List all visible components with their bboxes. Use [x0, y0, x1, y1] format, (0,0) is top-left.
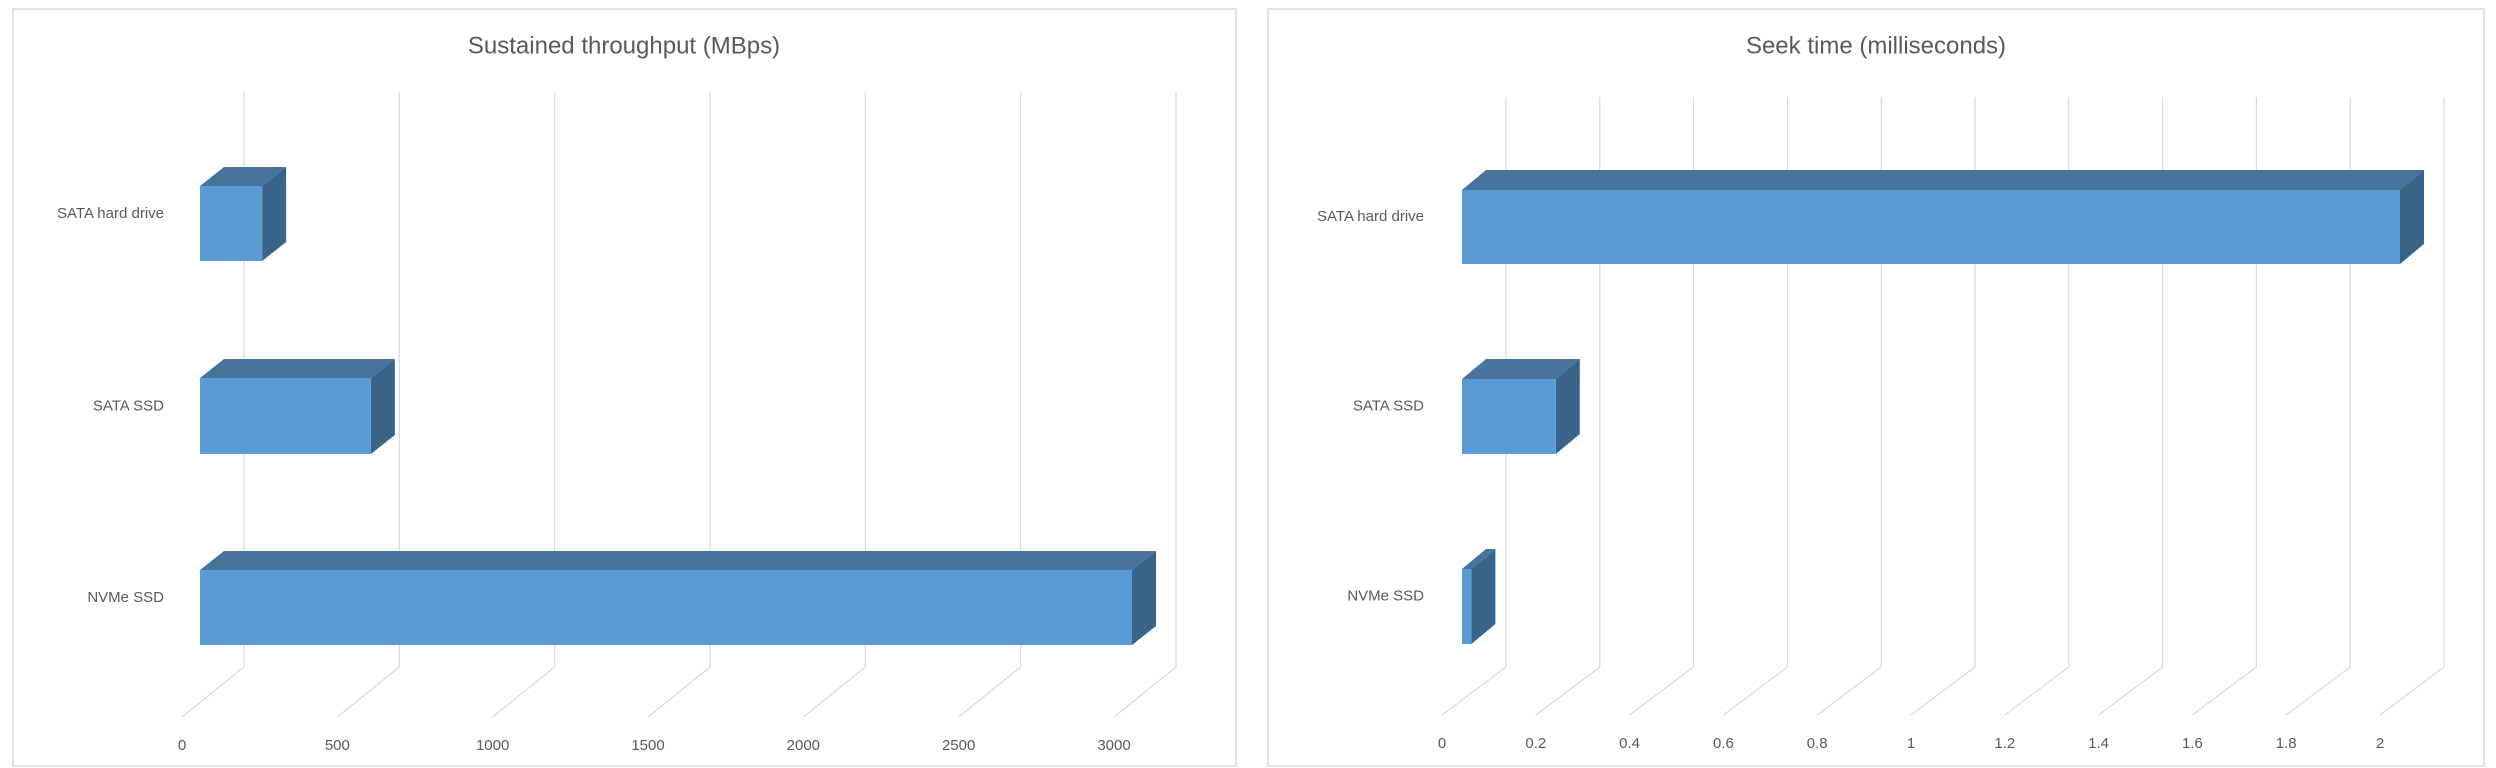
- chart-1: Sustained throughput (MBps) 0 500 1000 1500 2…: [12, 8, 1237, 767]
- chart-area: [12, 8, 1237, 767]
- gridline-floor: [647, 666, 711, 718]
- x-tick-label: 1500: [631, 737, 664, 754]
- gridline-floor: [181, 666, 245, 718]
- gridline-floor: [2004, 666, 2070, 716]
- bar: [200, 551, 1156, 645]
- bar-side-face: [1555, 359, 1580, 454]
- gridline-floor: [1535, 666, 1601, 716]
- category-label: NVMe SSD: [87, 589, 164, 606]
- x-tick-label: 1.4: [2088, 735, 2109, 752]
- x-tick-label: 0.2: [1525, 735, 1546, 752]
- x-tick-label: 2: [2376, 735, 2384, 752]
- x-tick-label: 500: [325, 737, 350, 754]
- category-label: SATA SSD: [1353, 397, 1424, 414]
- x-tick-label: 0.4: [1619, 735, 1640, 752]
- x-tick-label: 1: [1907, 735, 1915, 752]
- x-tick-label: 1000: [476, 737, 509, 754]
- bar-top-face: [200, 167, 287, 186]
- chart-area: [1267, 8, 2485, 767]
- x-tick-label: 3000: [1097, 737, 1130, 754]
- bar: [200, 359, 395, 454]
- bar-top-face: [200, 359, 395, 378]
- gridline-floor: [1723, 666, 1788, 716]
- gridline-floor: [802, 666, 866, 718]
- bar-side-face: [1471, 549, 1496, 644]
- bar: [1462, 359, 1580, 454]
- bar-front-face: [200, 186, 263, 261]
- bar-front-face: [200, 378, 371, 454]
- chart-title: Seek time (milliseconds): [1746, 32, 2006, 59]
- gridline-floor: [2379, 666, 2445, 716]
- x-tick-label: 2500: [942, 737, 975, 754]
- x-tick-label: 0: [178, 737, 186, 754]
- gridline-floor: [2192, 666, 2257, 716]
- chart-2: Seek time (milliseconds) 0 0.2 0.4 0.6 0.8 1 1.…: [1267, 8, 2485, 767]
- x-tick-label: 0.6: [1713, 735, 1734, 752]
- gridline-floor: [1910, 666, 1976, 716]
- bar-top-face: [1462, 549, 1496, 569]
- gridline-floor: [1113, 666, 1177, 718]
- bar-top-face: [200, 551, 1156, 570]
- x-tick-label: 1.2: [1994, 735, 2015, 752]
- gridline-floor: [336, 666, 400, 718]
- category-label: SATA SSD: [93, 397, 164, 414]
- chart-title: Sustained throughput (MBps): [468, 32, 780, 59]
- category-label: SATA hard drive: [1317, 208, 1424, 225]
- bar-side-face: [262, 167, 287, 261]
- x-tick-label: 1.8: [2276, 735, 2297, 752]
- bar: [1462, 170, 2424, 264]
- gridline-floor: [958, 666, 1022, 718]
- bar: [1462, 549, 1496, 644]
- bar-top-face: [1462, 170, 2424, 190]
- x-tick-label: 1.6: [2182, 735, 2203, 752]
- x-tick-label: 2000: [787, 737, 820, 754]
- bar-side-face: [2400, 170, 2424, 264]
- bar-front-face: [200, 570, 1132, 645]
- bar-top-face: [1462, 359, 1580, 379]
- gridline-floor: [2285, 666, 2351, 716]
- bar-side-face: [370, 359, 395, 454]
- bar: [200, 167, 287, 261]
- bar-side-face: [1132, 551, 1156, 645]
- gridline-floor: [1629, 666, 1694, 716]
- gridline-floor: [1816, 666, 1882, 716]
- category-label: NVMe SSD: [1347, 587, 1424, 604]
- gridline-floor: [1441, 666, 1507, 716]
- x-tick-label: 0: [1438, 735, 1446, 752]
- x-tick-label: 0.8: [1807, 735, 1828, 752]
- bar-front-face: [1462, 190, 2400, 264]
- bar-front-face: [1462, 379, 1556, 454]
- bar-front-face: [1462, 569, 1472, 644]
- category-label: SATA hard drive: [57, 205, 164, 222]
- gridline-floor: [492, 666, 556, 718]
- gridline-floor: [2098, 666, 2163, 716]
